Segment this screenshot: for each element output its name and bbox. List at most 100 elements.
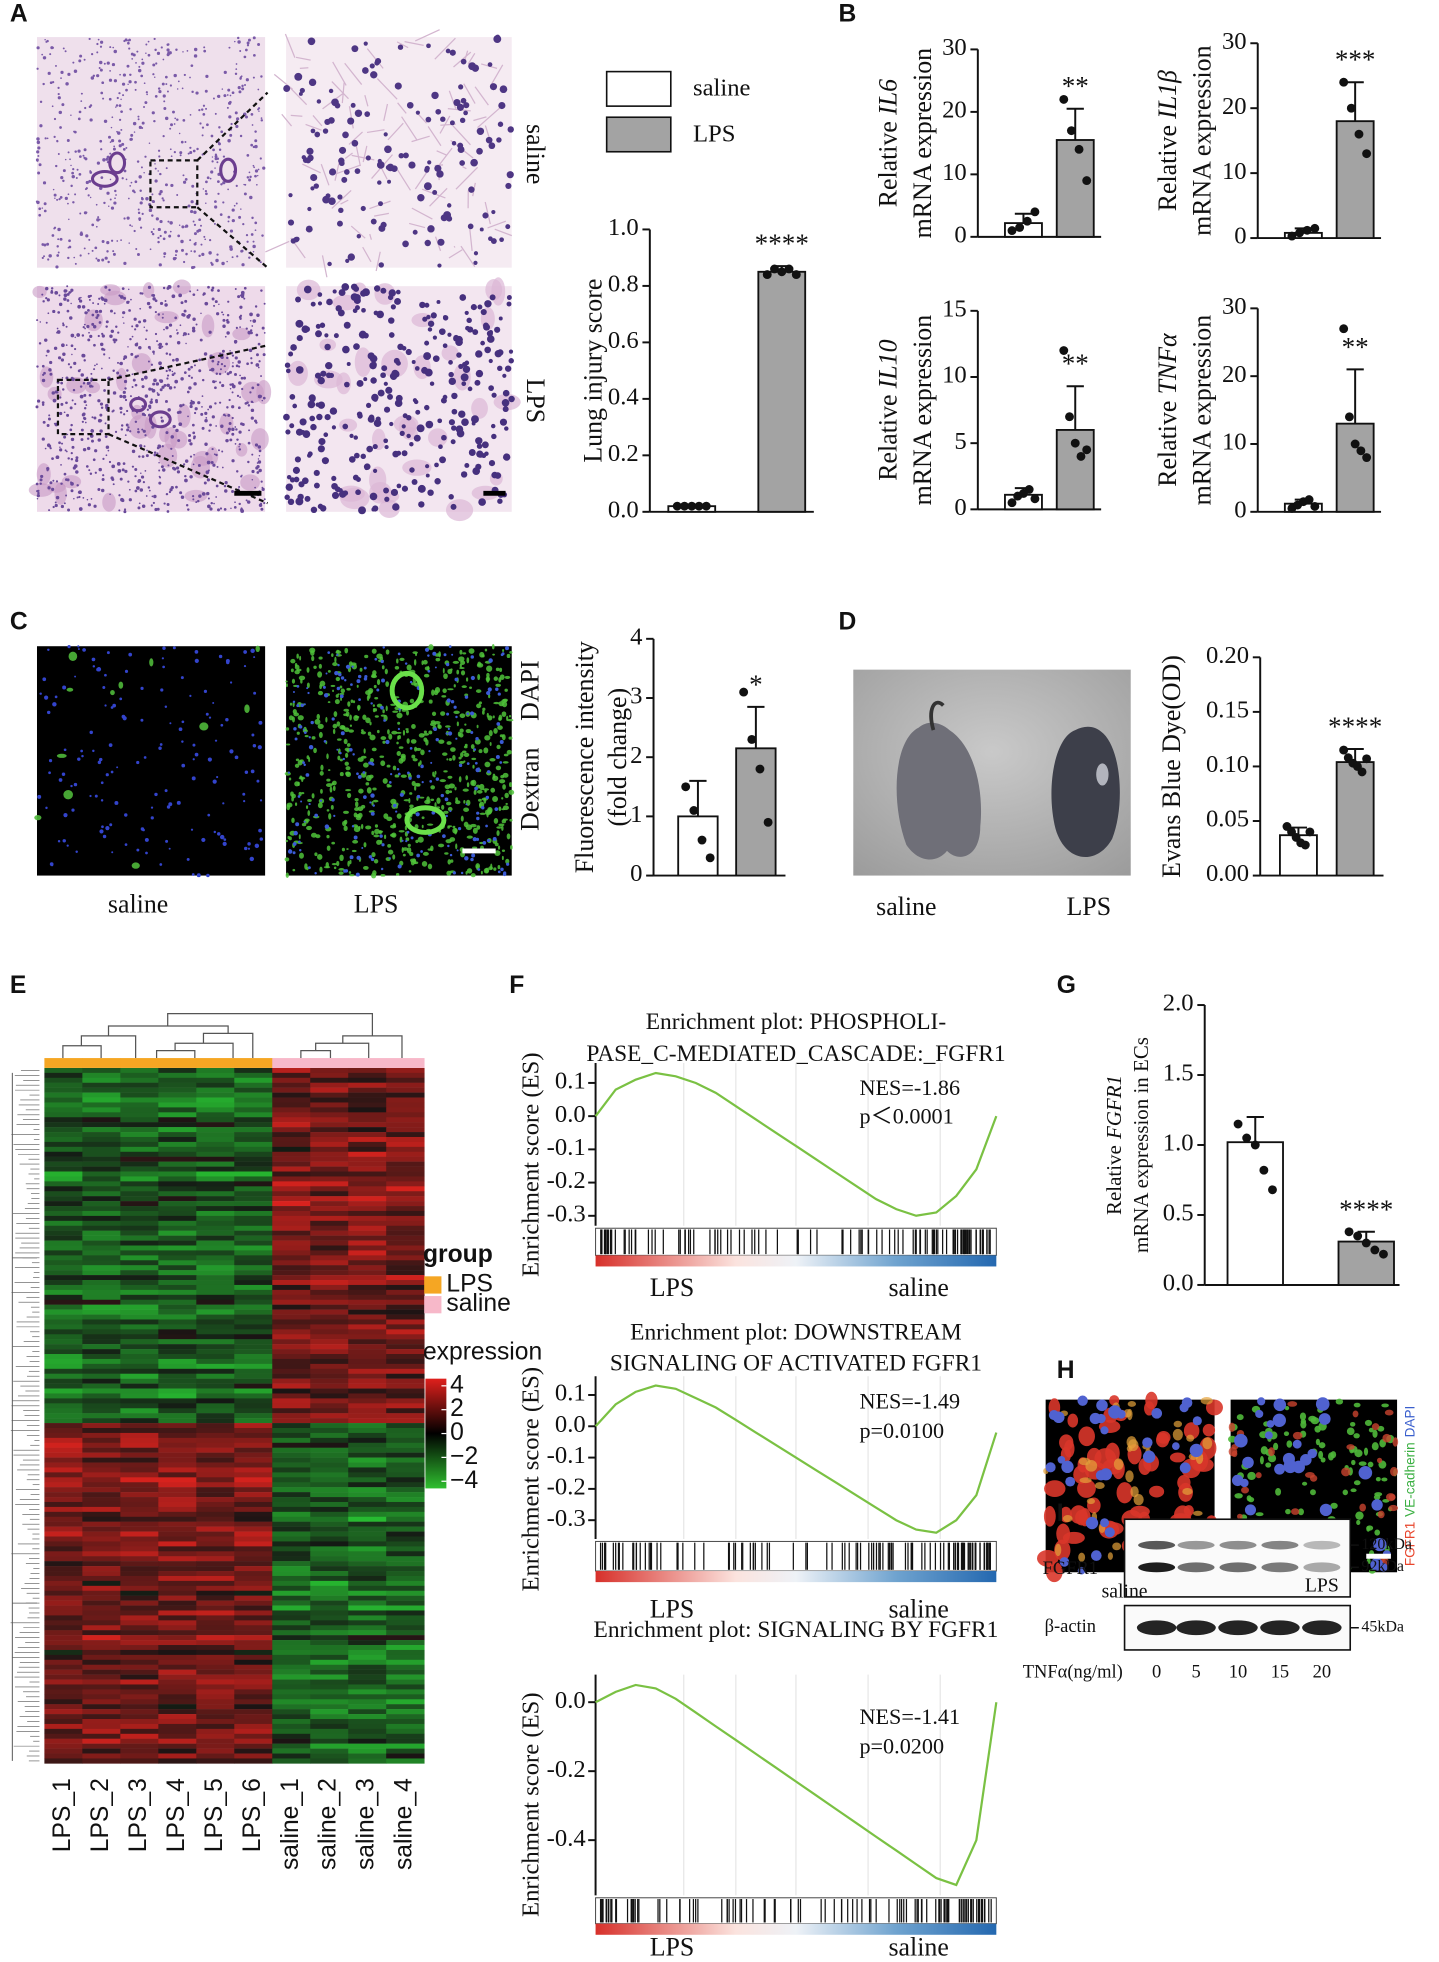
cell	[205, 107, 208, 110]
heatmap-cell	[82, 1161, 121, 1167]
dextran-signal	[452, 827, 458, 834]
cell	[208, 429, 211, 432]
dextran-signal	[330, 805, 334, 810]
cell	[150, 388, 154, 391]
nucleus	[91, 657, 96, 662]
cell	[122, 394, 127, 399]
cell	[184, 474, 187, 478]
dextran-signal	[421, 861, 428, 867]
cell	[112, 338, 116, 342]
heatmap-cell	[196, 1571, 235, 1577]
heatmap-cell	[386, 1378, 425, 1384]
heatmap-cell	[272, 1551, 311, 1557]
dextran-signal	[369, 734, 376, 741]
heatmap-cell	[82, 1585, 121, 1592]
dextran-signal	[436, 797, 441, 804]
heatmap-cell	[348, 1092, 387, 1098]
cell	[93, 416, 97, 420]
cell	[52, 188, 55, 191]
cell	[91, 385, 94, 388]
heatmap-cell	[120, 1191, 159, 1197]
cell	[84, 327, 86, 330]
heatmap-cell	[234, 1487, 273, 1493]
cell	[188, 386, 192, 390]
cell	[169, 334, 172, 338]
cell	[95, 316, 99, 319]
heatmap-cell	[348, 1600, 387, 1606]
heatmap-cell	[386, 1107, 425, 1113]
dextran-signal	[318, 731, 323, 739]
cell	[43, 202, 47, 206]
nucleus	[307, 691, 310, 695]
cell	[181, 248, 184, 252]
nucleus	[295, 822, 300, 827]
cell	[37, 171, 41, 175]
merge-signal	[1078, 1552, 1086, 1562]
cell	[131, 335, 134, 338]
tissue-fiber	[334, 160, 341, 181]
cell	[214, 402, 217, 405]
merge-signal	[1126, 1408, 1133, 1421]
cell	[491, 433, 497, 440]
cell	[179, 154, 182, 157]
nucleus	[471, 853, 476, 858]
cell	[154, 48, 157, 52]
cell	[59, 396, 62, 399]
cell	[72, 61, 75, 64]
dextran-signal	[501, 711, 507, 717]
cell	[373, 419, 382, 427]
nucleus	[445, 814, 448, 818]
nucleus	[1096, 1399, 1108, 1412]
tissue-fiber	[332, 61, 347, 86]
merge-signal	[1107, 1552, 1113, 1560]
cell	[87, 338, 91, 342]
cell	[432, 335, 438, 340]
cell	[38, 213, 42, 217]
cell	[169, 221, 173, 225]
heatmap-cell	[310, 1610, 349, 1616]
nucleus	[201, 837, 206, 843]
heatmap-cell	[310, 1136, 349, 1143]
cell	[167, 220, 170, 223]
nucleus	[380, 867, 384, 871]
nucleus	[353, 835, 358, 840]
heatmap-cell	[386, 1398, 425, 1404]
heatmap-cell	[310, 1186, 349, 1192]
heatmap-cell	[158, 1304, 197, 1310]
heatmap-cell	[348, 1117, 387, 1123]
heatmap-cell	[158, 1640, 197, 1646]
heatmap-cell	[386, 1595, 425, 1601]
cell	[239, 396, 241, 399]
nucleus	[499, 761, 503, 764]
cell	[132, 121, 137, 126]
heatmap-cell	[272, 1477, 311, 1483]
nucleus	[168, 802, 173, 807]
cell	[148, 305, 152, 309]
heatmap-cell	[310, 1645, 349, 1651]
cell	[115, 106, 117, 108]
heatmap-cell	[82, 1354, 121, 1360]
nucleus	[110, 770, 114, 774]
cell	[162, 468, 166, 472]
cell	[97, 334, 100, 338]
cell	[258, 360, 261, 363]
dextran-signal	[355, 813, 361, 818]
heatmap-cell	[196, 1511, 235, 1518]
dextran-signal	[330, 684, 336, 688]
nucleus	[71, 808, 75, 812]
zoom-line	[108, 433, 269, 505]
dextran-signal	[484, 761, 491, 768]
dextran-signal	[354, 798, 359, 802]
dextran-signal	[339, 854, 344, 862]
heatmap-cell	[44, 1230, 83, 1236]
cell	[123, 413, 126, 416]
heatmap-cell	[310, 1102, 349, 1108]
trachea	[929, 700, 945, 731]
heatmap-cell	[82, 1487, 121, 1493]
cell	[125, 146, 128, 149]
nucleus	[247, 842, 251, 846]
heatmap-cell	[310, 1506, 349, 1513]
heatmap-cell	[120, 1521, 159, 1527]
nucleus	[331, 798, 335, 802]
heatmap-cell	[82, 1329, 121, 1335]
